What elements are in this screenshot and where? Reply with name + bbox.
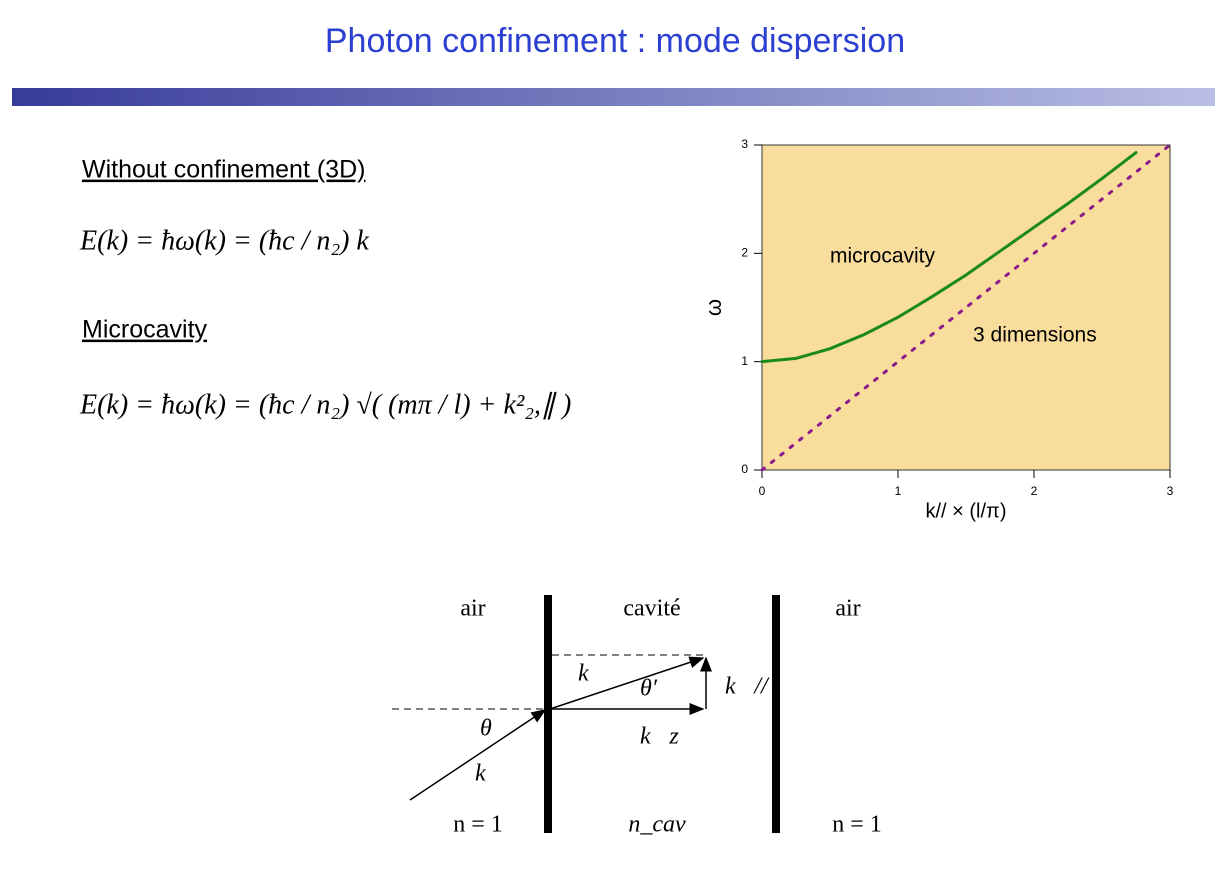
y-tick-label: 0 — [741, 462, 748, 476]
slide-title: Photon confinement : mode dispersion — [325, 22, 905, 60]
chart: 0 1 2 3 0 1 2 3 k// × (l/π) ω microcavity 3 dimensi… — [701, 137, 1174, 522]
line — [760, 151, 1138, 364]
vector-label: k⃗ — [578, 661, 607, 687]
diagram: air cavité air n = 1 n_cav n = 1 θ θ′ k⃗… — [392, 595, 882, 838]
x-axis-label: k// × (l/π) — [925, 500, 1006, 522]
heading: Microcavity — [82, 316, 208, 344]
annotation: 3 dimensions — [973, 324, 1097, 347]
vector-label: k⃗ — [475, 761, 504, 787]
y-axis-label: ω — [701, 299, 726, 316]
equation: E(k) = ħω(k) = (ħc / n₂) √( (mπ / l) + k… — [79, 389, 571, 420]
title-bar — [12, 88, 1215, 106]
index-label: n_cav — [628, 812, 686, 838]
annotation: microcavity — [830, 245, 936, 268]
arrow — [409, 709, 547, 801]
vector-label: k⃗z — [640, 724, 679, 750]
equation: E(k) = ħω(k) = (ħc / n₂) k — [79, 225, 369, 256]
region-label: air — [835, 596, 860, 622]
mirror — [772, 595, 780, 833]
index-label: n = 1 — [832, 812, 882, 838]
index-label: n = 1 — [453, 812, 503, 838]
heading: Without confinement (3D) — [82, 156, 365, 184]
region-label: air — [460, 596, 485, 622]
angle-label: θ — [480, 716, 492, 742]
arrow — [549, 656, 705, 710]
x-tick-label: 2 — [1031, 484, 1038, 498]
x-tick-label: 1 — [895, 484, 902, 498]
y-tick-label: 2 — [741, 246, 748, 260]
y-tick-label: 3 — [741, 137, 748, 151]
angle-label: θ′ — [640, 676, 658, 702]
region-label: cavité — [623, 596, 680, 622]
line — [760, 143, 1172, 472]
y-tick-label: 1 — [741, 354, 748, 368]
x-tick-label: 0 — [759, 484, 766, 498]
vector-label: k⃗// — [725, 674, 770, 700]
mirror — [544, 595, 552, 833]
x-tick-label: 3 — [1167, 484, 1174, 498]
